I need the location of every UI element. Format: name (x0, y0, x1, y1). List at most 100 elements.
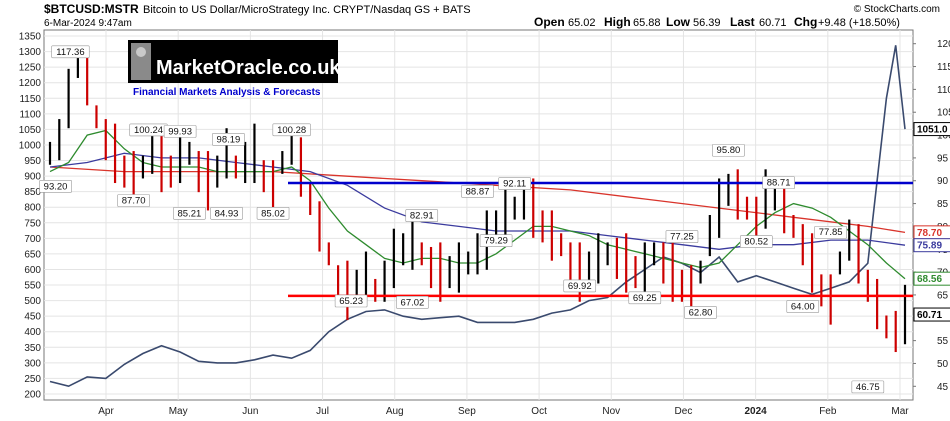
value-tag-box (913, 307, 950, 322)
left-tick-label: 750 (24, 218, 41, 229)
value-tag: 60.71 (917, 310, 942, 321)
logo-statue-icon (131, 43, 151, 80)
price-annotation: 88.71 (767, 178, 791, 189)
last-value: 60.71 (759, 17, 787, 29)
left-tick-label: 1200 (19, 78, 42, 89)
low-label: Low (666, 15, 691, 29)
low-value: 56.39 (693, 17, 721, 29)
x-tick-label: Feb (819, 406, 837, 417)
ohlc-readout: Open 65.02 High 65.88 Low 56.39 Last 60.… (534, 15, 900, 29)
left-tick-label: 1100 (19, 109, 41, 120)
price-annotation: 99.93 (168, 126, 192, 137)
open-label: Open (534, 15, 565, 29)
chart-timestamp: 6-Mar-2024 9:47am (44, 18, 132, 29)
left-tick-label: 400 (24, 327, 41, 338)
right-tick-label: 115 (937, 62, 950, 73)
logo-background (128, 40, 338, 83)
right-tick-label: 120 (937, 39, 950, 50)
price-annotation-box (498, 177, 531, 190)
right-tick-label: 110 (937, 85, 950, 96)
price-annotation: 77.85 (819, 227, 843, 238)
left-tick-label: 350 (24, 343, 41, 354)
logo-statue-head (136, 47, 146, 57)
left-tick-label: 1000 (19, 140, 42, 151)
left-tick-label: 500 (24, 296, 41, 307)
x-axis: Apr May Jun Jul Aug Sep Oct Nov Dec 2024 Feb Mar (98, 406, 909, 417)
price-annotation-box (786, 300, 820, 313)
price-annotation-box (51, 45, 90, 59)
price-annotation-box (851, 380, 885, 394)
left-tick-label: 800 (24, 203, 41, 214)
price-annotation-box (163, 125, 197, 138)
right-tick-label: 95 (937, 153, 949, 164)
price-annotation: 79.29 (484, 236, 508, 247)
left-tick-label: 950 (24, 156, 41, 167)
open-value: 65.02 (568, 17, 596, 29)
price-annotation-box (212, 133, 245, 146)
price-annotation: 64.00 (791, 301, 815, 312)
left-tick-label: 450 (24, 312, 41, 323)
left-tick-label: 700 (24, 234, 41, 245)
right-tick-label: 90 (937, 176, 949, 187)
price-annotation: 85.02 (261, 208, 285, 219)
price-annotation: 65.23 (339, 296, 363, 307)
price-annotation: 95.80 (717, 145, 741, 156)
value-tag: 68.56 (917, 274, 942, 285)
left-tick-label: 250 (24, 374, 41, 385)
price-annotation-box (628, 291, 662, 305)
price-annotation: 62.80 (689, 307, 713, 318)
last-value-tags: 1051.0 78.70 75.89 68.56 60.71 (913, 122, 950, 322)
price-annotation: 100.24 (134, 125, 163, 136)
price-annotation: 98.19 (217, 134, 241, 145)
right-tick-label: 55 (937, 336, 949, 347)
x-tick-label: Apr (98, 406, 114, 417)
left-tick-label: 900 (24, 172, 41, 183)
marketoracle-logo: MarketOracle.co.uk Financial Markets Ana… (128, 40, 341, 98)
price-annotation-box (762, 176, 795, 189)
left-tick-label: 200 (24, 390, 41, 401)
high-label: High (604, 15, 631, 29)
right-tick-label: 65 (937, 290, 949, 301)
price-annotation-box (665, 230, 699, 243)
price-annotation: 100.28 (277, 125, 306, 136)
x-tick-label: May (169, 406, 188, 417)
x-tick-label: Jun (242, 406, 258, 417)
price-annotation: 93.20 (44, 181, 68, 192)
left-tick-label: 1300 (19, 47, 42, 58)
mstr-line (49, 45, 906, 388)
trend-lines (288, 181, 913, 298)
right-tick-label: 45 (937, 382, 949, 393)
x-tick-label: Sep (458, 406, 476, 417)
right-tick-label: 50 (937, 359, 949, 370)
price-annotation: 69.92 (568, 281, 592, 292)
left-tick-label: 850 (24, 187, 41, 198)
left-tick-label: 600 (24, 265, 41, 276)
price-annotation: 80.52 (744, 237, 768, 248)
value-tag: 1051.0 (917, 125, 948, 136)
price-annotation: 92.11 (503, 179, 526, 190)
price-annotations: 117.36 100.24 99.93 98.19 100.28 93.20 87.70 85… (39, 45, 885, 394)
left-tick-label: 650 (24, 249, 41, 260)
chg-value: +9.48 (+18.50%) (818, 17, 900, 29)
price-annotation: 46.75 (856, 382, 880, 393)
price-annotation-box (173, 206, 206, 220)
price-annotation-box (740, 235, 773, 248)
price-annotation-box (256, 206, 290, 220)
price-annotation: 87.70 (122, 195, 146, 206)
price-annotation-box (396, 296, 429, 309)
x-tick-label: Jul (316, 406, 329, 417)
high-value: 65.88 (633, 17, 661, 29)
x-tick-label: Aug (386, 406, 404, 417)
price-annotation: 117.36 (56, 47, 84, 58)
price-annotation-box (563, 279, 597, 293)
x-tick-label: Oct (531, 406, 547, 417)
value-tag: 75.89 (917, 241, 942, 252)
price-annotation-box (39, 180, 72, 193)
price-annotation-box (461, 185, 494, 198)
x-tick-label: 2024 (745, 406, 768, 417)
value-tag: 78.70 (917, 228, 942, 239)
price-annotation: 67.02 (401, 297, 425, 308)
copyright-text: © StockCharts.com (854, 4, 940, 15)
price-annotation-box (684, 306, 717, 319)
